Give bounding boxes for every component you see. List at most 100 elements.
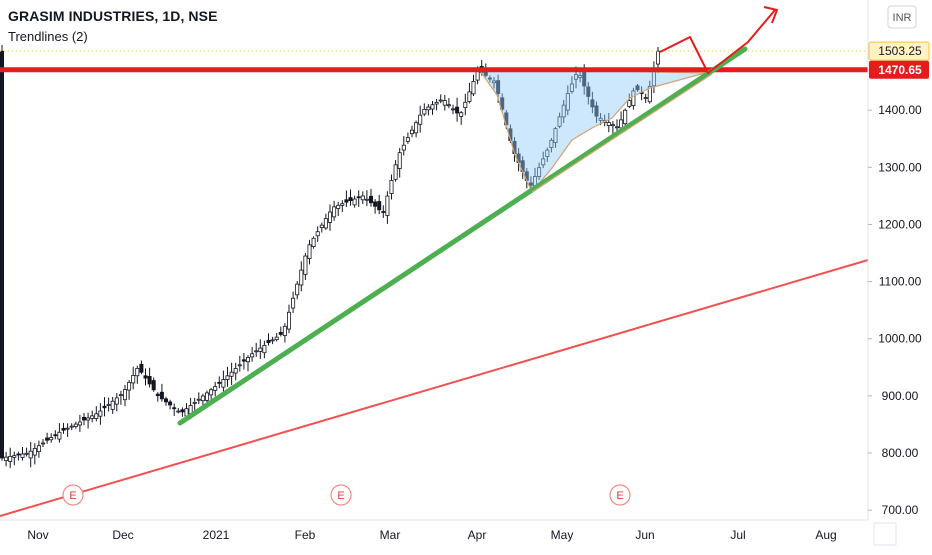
- candle-61: [250, 346, 255, 362]
- candle-body: [221, 379, 226, 388]
- earnings-marker-label[interactable]: E: [616, 490, 623, 502]
- candle-50: [204, 390, 209, 404]
- earnings-marker-label[interactable]: E: [69, 490, 76, 502]
- candle-body: [323, 218, 328, 229]
- candle-100: [409, 125, 414, 138]
- candle-body: [237, 364, 242, 367]
- candle-body: [426, 106, 431, 111]
- candle-66: [270, 336, 275, 345]
- candle-122: [500, 93, 505, 112]
- candle-148: [606, 113, 611, 133]
- currency-box[interactable]: [887, 5, 917, 29]
- candle-56: [229, 362, 234, 386]
- candle-151: [619, 111, 624, 131]
- candle-body: [549, 139, 554, 148]
- candle-body: [159, 391, 164, 400]
- pattern-trendline: [531, 73, 713, 193]
- candle-139: [569, 76, 574, 94]
- candle-body: [627, 100, 632, 107]
- resistance-price-label: 1470.65: [878, 63, 922, 77]
- candle-67: [274, 332, 279, 342]
- chart-title: GRASIM INDUSTRIES, 1D, NSE: [8, 8, 218, 24]
- trendlines-group: [0, 6, 869, 517]
- candle-135: [553, 126, 558, 148]
- candle-body: [118, 394, 123, 397]
- candle-16: [65, 423, 70, 437]
- candle-22: [90, 410, 95, 423]
- candle-body: [623, 109, 628, 125]
- candle-body: [86, 417, 91, 421]
- candle-body: [45, 437, 50, 441]
- x-tick-label: Dec: [112, 528, 133, 542]
- candle-body: [127, 382, 132, 391]
- candle-96: [393, 160, 398, 182]
- candle-69: [282, 323, 287, 343]
- candle-body: [98, 410, 103, 417]
- candle-153: [627, 93, 632, 109]
- time-axis-corner[interactable]: [873, 522, 897, 546]
- candle-17: [69, 423, 74, 431]
- candle-138: [565, 85, 570, 116]
- candle-body: [471, 81, 476, 95]
- candle-body: [24, 452, 29, 455]
- x-tick-label: Aug: [815, 528, 836, 542]
- candle-132: [541, 151, 546, 169]
- candle-91: [373, 199, 378, 214]
- currency-label[interactable]: INR: [893, 12, 912, 24]
- candle-10: [41, 439, 46, 448]
- candle-body: [209, 389, 214, 396]
- candle-body: [356, 196, 361, 199]
- candle-0: [0, 45, 4, 461]
- candle-body: [135, 368, 140, 377]
- candle-158: [647, 80, 652, 104]
- candle-body: [442, 100, 447, 106]
- candle-88: [360, 191, 365, 205]
- candle-75: [307, 239, 312, 265]
- candle-body: [61, 427, 66, 431]
- candle-body: [594, 105, 599, 117]
- candle-body: [77, 421, 82, 426]
- candle-143: [586, 82, 591, 105]
- candle-81: [332, 200, 337, 221]
- candle-body: [274, 336, 279, 341]
- candle-body: [213, 386, 218, 391]
- candle-body: [307, 244, 312, 260]
- candle-body: [262, 344, 267, 354]
- candle-44: [180, 407, 185, 417]
- candle-72: [295, 281, 300, 300]
- candle-body: [20, 453, 25, 458]
- candle-103: [422, 103, 427, 117]
- candle-body: [340, 203, 345, 206]
- earnings-marker[interactable]: [609, 484, 631, 506]
- candle-body: [385, 195, 390, 216]
- candle-29: [118, 390, 123, 405]
- candle-body: [82, 416, 87, 421]
- candle-99: [405, 132, 410, 144]
- candle-body: [368, 195, 373, 204]
- candle-body: [590, 99, 595, 108]
- candle-26: [106, 397, 111, 412]
- candle-52: [213, 381, 218, 397]
- indicator-label[interactable]: Trendlines (2): [8, 29, 88, 44]
- candle-body: [422, 108, 427, 115]
- earnings-marker[interactable]: [330, 484, 352, 506]
- candle-9: [36, 440, 41, 458]
- candle-body: [233, 368, 238, 374]
- x-tick-label: May: [551, 528, 574, 542]
- candle-body: [299, 269, 304, 286]
- candle-body: [430, 104, 435, 110]
- candle-65: [266, 333, 271, 346]
- candle-body: [0, 50, 4, 459]
- candle-body: [184, 408, 189, 417]
- candle-body: [360, 195, 365, 201]
- candle-1: [4, 451, 9, 467]
- candle-body: [250, 353, 255, 358]
- earnings-marker-label[interactable]: E: [337, 490, 344, 502]
- last-price-badge: [868, 41, 930, 61]
- candle-body: [4, 456, 9, 461]
- candle-body: [28, 450, 33, 459]
- candle-body: [106, 404, 111, 406]
- candle-body: [418, 114, 423, 125]
- earnings-marker[interactable]: [62, 484, 84, 506]
